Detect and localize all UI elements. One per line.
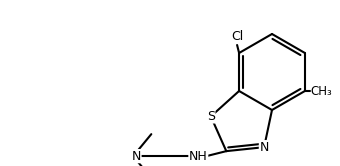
Text: S: S: [207, 110, 215, 123]
Text: CH₃: CH₃: [310, 84, 332, 97]
Text: N: N: [259, 141, 269, 154]
Text: N: N: [132, 150, 141, 163]
Text: Cl: Cl: [231, 30, 243, 43]
Text: NH: NH: [189, 150, 208, 163]
